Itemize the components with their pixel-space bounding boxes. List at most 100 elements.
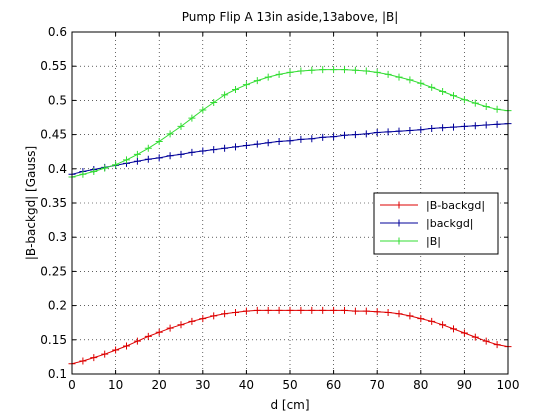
data-point (406, 312, 414, 320)
data-point (79, 357, 87, 365)
data-point (460, 329, 468, 337)
x-tick-label: 40 (239, 378, 254, 392)
data-point (166, 130, 174, 138)
y-tick-label: 0.35 (40, 196, 67, 210)
x-tick-label: 60 (326, 378, 341, 392)
data-point (264, 73, 272, 81)
data-point (428, 317, 436, 325)
data-point (330, 66, 338, 74)
x-tick-label: 80 (413, 378, 428, 392)
data-point (439, 124, 447, 132)
data-point (482, 337, 490, 345)
data-point (177, 150, 185, 158)
data-point (155, 137, 163, 145)
data-point (362, 67, 370, 75)
data-point (351, 66, 359, 74)
legend-item: |backgd| (380, 217, 474, 230)
x-tick-label: 90 (457, 378, 472, 392)
data-point (232, 85, 239, 93)
data-point (242, 81, 250, 89)
data-point (395, 73, 403, 81)
data-point (133, 150, 141, 158)
data-point (297, 135, 305, 143)
data-point (286, 306, 294, 314)
y-tick-label: 0.5 (48, 93, 67, 107)
data-point (177, 321, 185, 329)
data-point (341, 66, 348, 74)
data-point (308, 135, 316, 143)
data-point (264, 306, 272, 314)
data-point (123, 342, 130, 350)
data-point (417, 126, 425, 134)
data-point (482, 121, 490, 129)
data-point (319, 66, 327, 74)
data-point (144, 332, 152, 340)
data-point (199, 147, 207, 155)
legend-label: |backgd| (426, 217, 474, 230)
data-point (351, 307, 359, 315)
data-point (450, 325, 457, 333)
data-point (253, 140, 261, 148)
x-tick-label: 30 (195, 378, 210, 392)
data-point (144, 155, 152, 163)
data-point (188, 148, 196, 156)
data-point (460, 122, 468, 130)
data-point (144, 144, 152, 152)
data-point (286, 68, 294, 76)
legend-swatch-marker (395, 219, 403, 227)
data-point (471, 122, 479, 130)
data-point (330, 306, 338, 314)
data-point (133, 337, 141, 345)
x-tick-label: 10 (108, 378, 123, 392)
data-point (384, 70, 392, 78)
data-point (221, 144, 229, 152)
y-tick-label: 0.2 (48, 299, 67, 313)
data-point (275, 137, 283, 145)
series-1 (68, 306, 512, 368)
data-point (308, 66, 316, 74)
legend-swatch-marker (395, 237, 403, 245)
data-point (373, 68, 381, 76)
data-point (341, 306, 348, 314)
y-tick-label: 0.45 (40, 128, 67, 142)
x-tick-label: 50 (282, 378, 297, 392)
data-point (319, 133, 327, 141)
data-point (297, 67, 305, 75)
data-point (210, 98, 218, 106)
data-point (232, 143, 239, 151)
data-point (264, 139, 272, 147)
data-point (177, 122, 185, 130)
legend-item: |B-backgd| (380, 199, 485, 212)
data-point (362, 307, 370, 315)
data-point (155, 154, 163, 162)
y-tick-label: 0.1 (48, 367, 67, 381)
data-point (166, 152, 174, 160)
data-point (242, 142, 250, 150)
data-point (373, 129, 381, 137)
data-point (155, 328, 163, 336)
y-tick-label: 0.25 (40, 264, 67, 278)
data-point (90, 168, 98, 176)
data-point (330, 133, 338, 141)
data-point (471, 333, 479, 341)
data-point (123, 156, 130, 164)
data-point (493, 341, 501, 349)
data-point (166, 324, 174, 332)
x-tick-label: 0 (68, 378, 76, 392)
data-point (482, 103, 490, 111)
y-tick-label: 0.6 (48, 25, 67, 39)
data-point (275, 306, 283, 314)
legend-swatch-marker (395, 201, 403, 209)
data-point (297, 306, 305, 314)
axis-ticks: 0 10 20 30 40 50 60 70 80 90 100 0.1 0.15 0.2 0.25 0.3 0… (40, 25, 519, 392)
data-point (395, 310, 403, 318)
data-point (428, 83, 436, 91)
x-axis-label: d [cm] (270, 398, 309, 412)
series-2 (68, 120, 512, 178)
data-point (439, 321, 447, 329)
data-point (199, 315, 207, 323)
x-tick-label: 20 (152, 378, 167, 392)
data-point (210, 146, 218, 154)
data-point (275, 70, 283, 78)
